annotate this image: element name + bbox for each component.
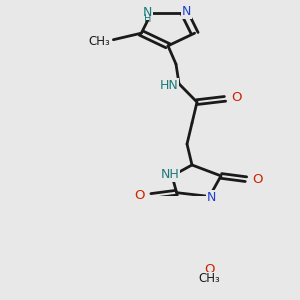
Text: O: O — [232, 91, 242, 104]
Text: CH₃: CH₃ — [199, 272, 220, 285]
Text: O: O — [253, 173, 263, 186]
Text: O: O — [204, 263, 215, 276]
Text: H: H — [144, 14, 151, 24]
Text: O: O — [134, 189, 145, 203]
Text: HN: HN — [160, 79, 178, 92]
Text: N: N — [143, 6, 152, 19]
Text: NH: NH — [161, 168, 179, 181]
Text: N: N — [207, 191, 216, 204]
Text: CH₃: CH₃ — [88, 34, 110, 47]
Text: N: N — [182, 5, 191, 18]
